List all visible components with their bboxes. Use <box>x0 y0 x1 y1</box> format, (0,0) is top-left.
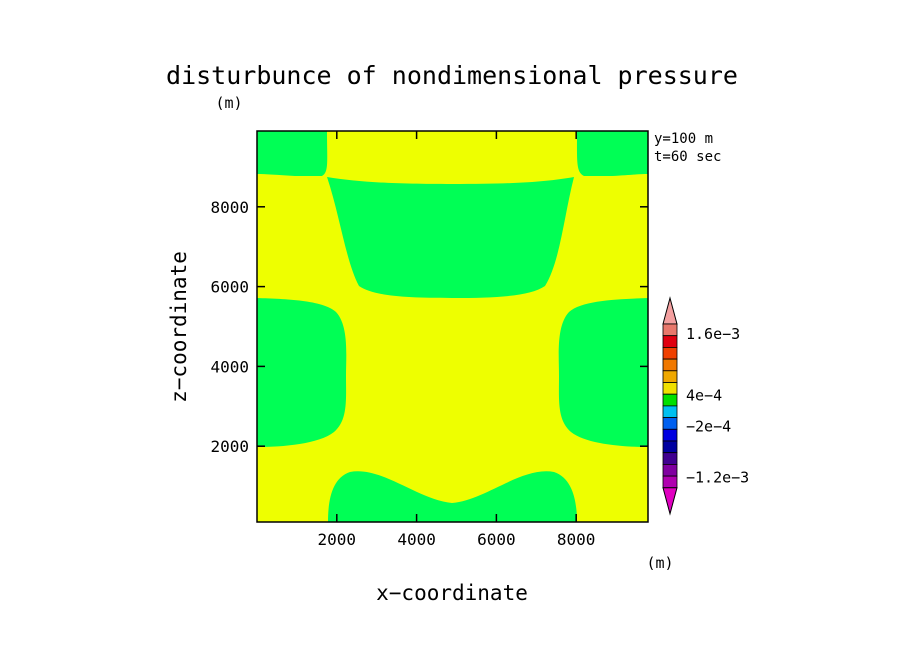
colorbar-segment <box>662 452 678 465</box>
colorbar-label: −2e−4 <box>686 417 731 435</box>
colorbar-segment <box>662 440 678 454</box>
plot-unit-label: (m) <box>215 94 242 112</box>
chart-title: disturbunce of nondimensional pressure <box>166 61 738 90</box>
colorbar-segment <box>662 463 678 477</box>
colorbar-label: 4e−4 <box>686 387 722 405</box>
colorbar <box>662 296 678 516</box>
x-tick-label: 8000 <box>557 530 596 549</box>
plot-frame <box>256 130 649 523</box>
plot-area <box>257 131 648 522</box>
region-mid-right-green <box>558 298 648 447</box>
colorbar-label: 1.6e−3 <box>686 325 740 343</box>
colorbar-segment <box>662 382 678 395</box>
colorbar-segment <box>662 405 678 418</box>
colorbar-segment <box>662 323 678 337</box>
region-mid-left-green <box>257 298 347 447</box>
y-tick-label: 8000 <box>210 198 249 217</box>
region-top-left-green <box>257 131 328 176</box>
colorbar-segment <box>662 346 678 360</box>
region-top-center-green <box>327 177 574 298</box>
x-axis-label: x−coordinate <box>376 581 528 605</box>
colorbar-segment <box>662 335 678 348</box>
colorbar-label: −1.2e−3 <box>686 469 749 487</box>
colorbar-segment <box>662 370 678 383</box>
x-tick-label: 4000 <box>397 530 436 549</box>
y-tick-label: 6000 <box>210 278 249 297</box>
colorbar-unit-label: (m) <box>646 554 673 572</box>
x-tick-label: 2000 <box>318 530 357 549</box>
colorbar-bottom-arrow <box>662 487 678 516</box>
x-tick-label: 6000 <box>477 530 516 549</box>
colorbar-segment <box>662 358 678 372</box>
colorbar-segment <box>662 428 678 442</box>
y-tick-label: 4000 <box>210 357 249 376</box>
annotation-time: t=60 sec <box>654 149 721 165</box>
y-axis-label: z−coordinate <box>167 251 191 403</box>
colorbar-top-arrow <box>662 296 678 325</box>
region-top-right-green <box>576 131 648 176</box>
y-axis: 2000 4000 6000 8000 <box>210 198 648 456</box>
annotation-y-level: y=100 m <box>654 131 713 147</box>
colorbar-segment <box>662 393 678 407</box>
colorbar-labels: 1.6e−3 4e−4 −2e−4 −1.2e−3 <box>686 325 749 486</box>
colorbar-segment <box>662 475 678 489</box>
y-tick-label: 2000 <box>210 437 249 456</box>
x-axis: 2000 4000 6000 8000 <box>318 131 596 549</box>
colorbar-segment <box>662 417 678 430</box>
region-bottom-center-green <box>328 471 577 522</box>
